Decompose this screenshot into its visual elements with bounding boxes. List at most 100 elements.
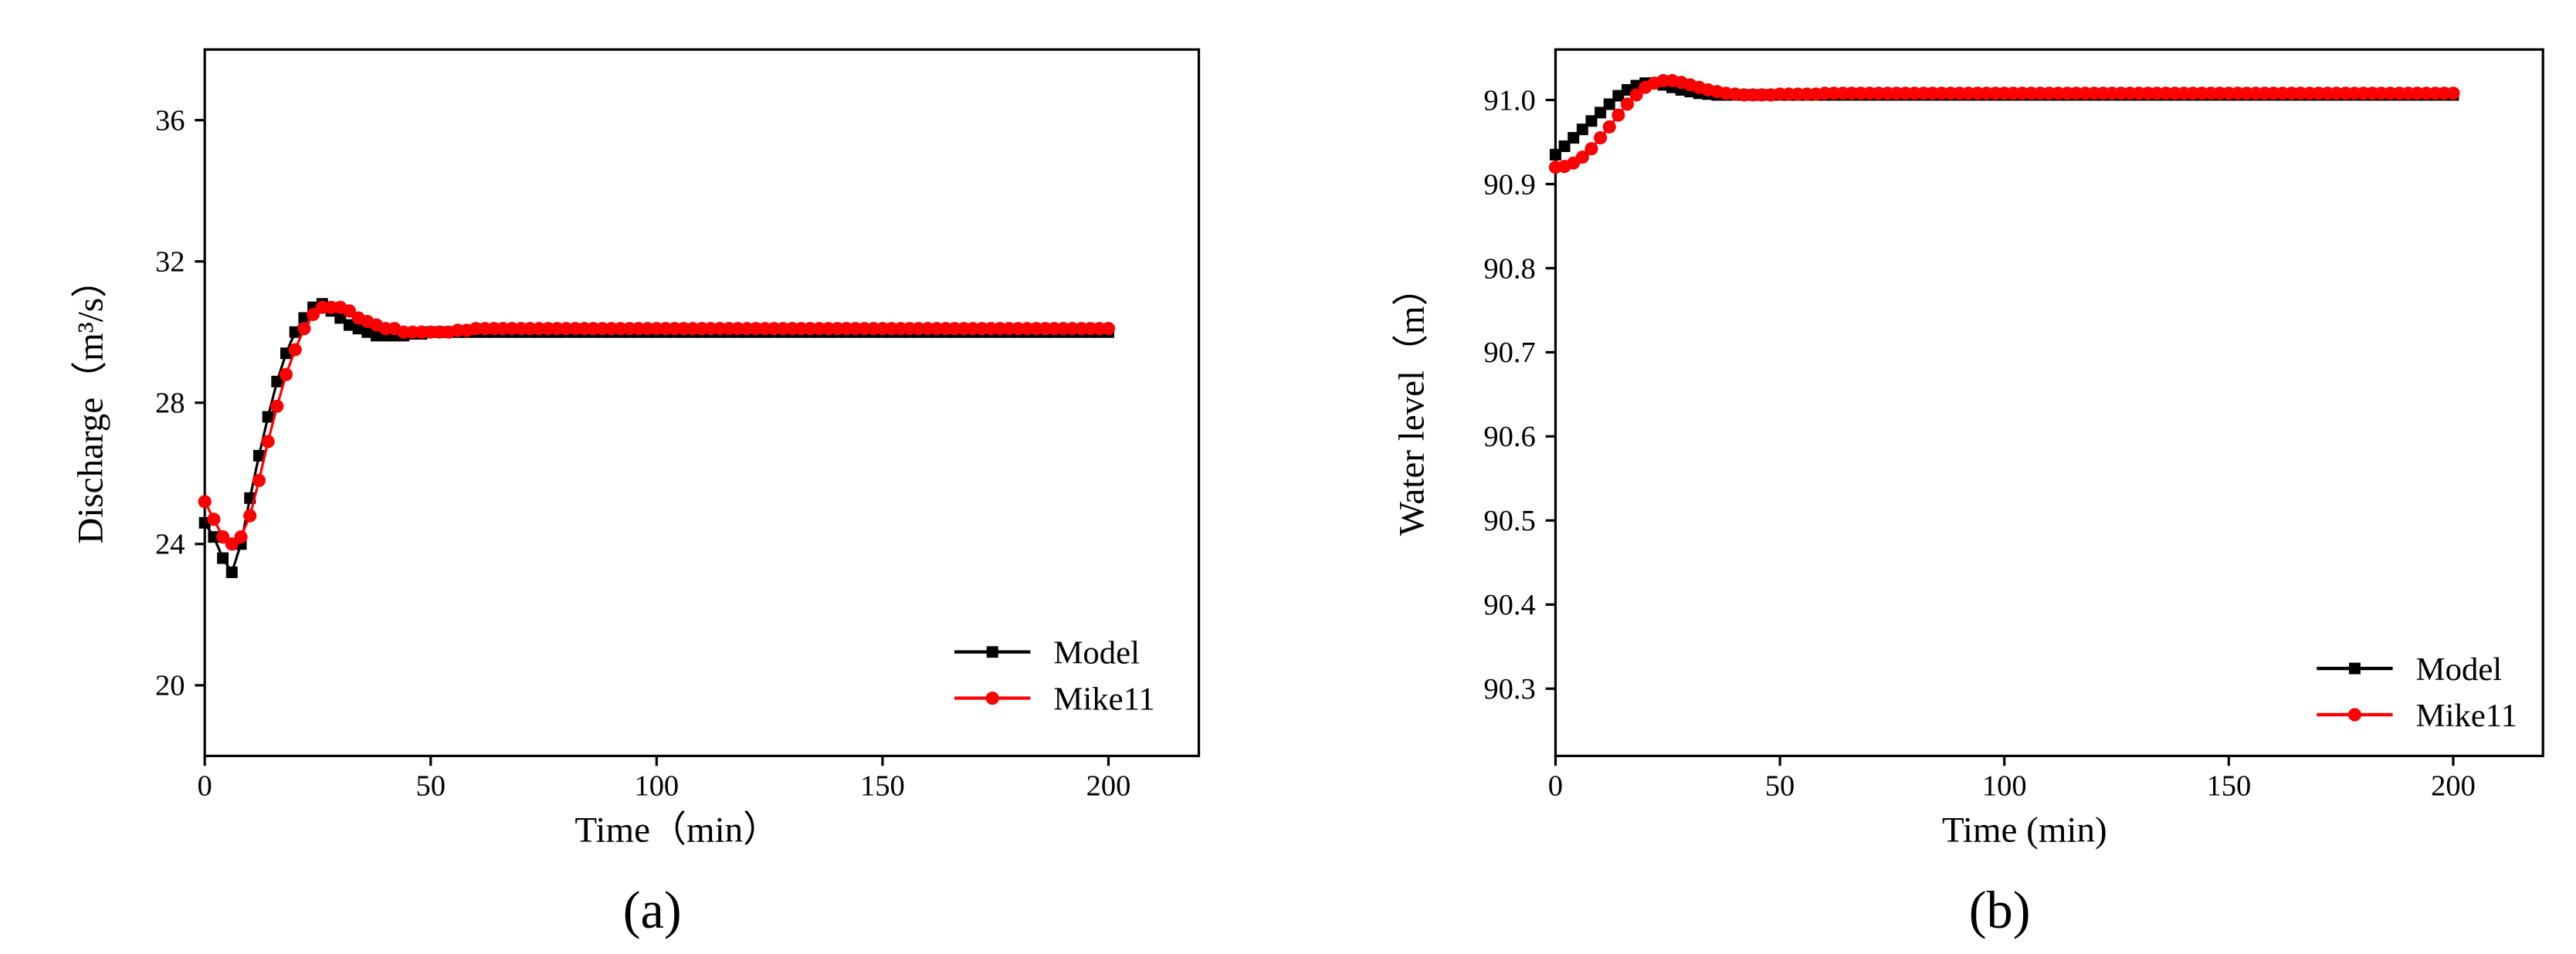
marker [207,513,221,526]
y-tick-label: 28 [155,387,185,420]
marker [216,530,230,544]
legend-label: Mike11 [2416,698,2517,734]
marker [262,411,274,423]
marker [271,375,283,387]
marker [1002,322,1016,336]
marker [975,322,989,336]
marker [1629,88,1643,102]
marker [1595,107,1607,119]
legend-marker [985,691,999,705]
marker [1029,322,1043,336]
marker [1585,115,1598,127]
marker [1056,322,1070,336]
y-tick-label: 90.5 [1483,505,1535,537]
marker [432,325,447,339]
marker [776,322,790,336]
marker [984,322,998,336]
x-axis-title: Time (min) [1942,810,2107,851]
plot-frame [1554,48,2544,757]
marker [270,399,284,413]
y-axis-title: Water level（m） [1391,269,1432,536]
marker [225,566,238,578]
marker [993,322,1007,336]
marker [649,322,663,336]
marker [740,322,754,336]
marker [1575,151,1589,164]
marker [1083,322,1097,336]
y-tick-label: 32 [155,246,185,279]
legend-label: Mike11 [1053,682,1154,718]
marker [885,322,899,336]
marker [912,322,926,336]
marker [208,531,220,543]
marker [2446,86,2460,100]
marker [930,322,944,336]
x-tick-label: 200 [1086,770,1131,803]
marker [641,322,655,336]
marker [731,322,745,336]
x-tick-label: 50 [1765,770,1795,803]
marker [876,322,890,336]
marker [622,322,636,336]
marker [903,322,917,336]
marker [839,322,853,336]
series [198,300,1116,551]
marker [1603,98,1615,110]
marker [966,322,980,336]
marker [1093,322,1107,336]
x-tick-label: 150 [2206,770,2251,803]
marker [1568,132,1580,144]
marker [893,322,907,336]
marker [243,509,257,523]
marker [532,322,546,336]
marker [722,322,736,336]
marker [803,322,817,336]
panel-label: (a) [623,881,682,939]
marker [198,495,212,509]
marker [795,322,808,336]
marker [541,322,555,336]
marker [496,322,510,336]
marker [523,322,537,336]
marker [947,322,962,336]
marker [352,323,364,335]
y-axis-title: Discharge（m³/s） [71,262,111,544]
y-tick-label: 90.9 [1483,168,1535,201]
marker [487,322,501,336]
y-tick-label: 90.7 [1483,337,1535,369]
marker [749,322,763,336]
x-tick-label: 200 [2431,770,2476,803]
series-line [203,302,1109,576]
y-tick-label: 90.8 [1483,252,1535,285]
marker [957,322,971,336]
legend-marker [2347,708,2361,722]
panel-label: (b) [1969,881,2031,939]
marker [505,322,519,336]
marker [1585,142,1598,156]
y-tick-label: 20 [155,670,185,702]
marker [830,322,844,336]
marker [451,323,465,337]
marker [361,326,374,338]
y-tick-label: 90.6 [1483,421,1535,453]
marker [307,307,320,321]
marker [1620,97,1634,111]
marker [225,537,239,551]
marker [469,322,483,336]
marker [1558,140,1571,152]
x-tick-label: 100 [634,770,679,803]
marker [767,322,781,336]
marker [378,322,392,336]
marker [632,322,646,336]
marker [279,367,293,381]
marker [1047,322,1061,336]
marker [785,322,799,336]
marker [1612,108,1625,122]
marker [324,300,338,314]
marker [703,322,718,336]
marker [713,322,727,336]
marker [920,322,934,336]
marker [405,325,419,339]
marker [812,322,826,336]
